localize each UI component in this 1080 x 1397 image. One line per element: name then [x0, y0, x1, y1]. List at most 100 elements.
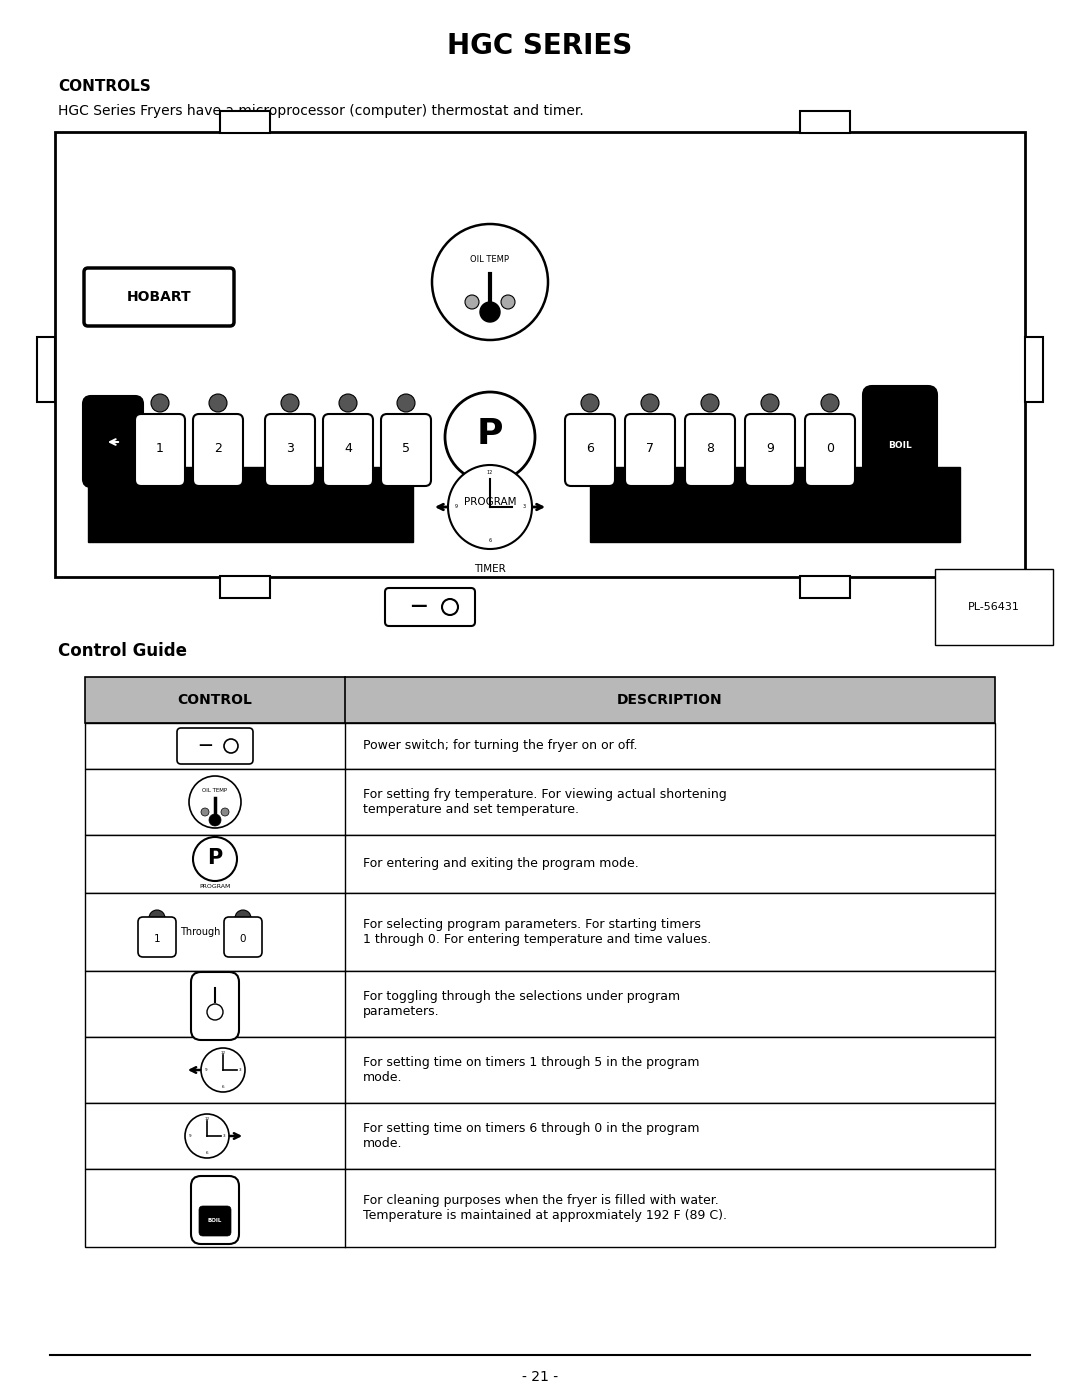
Text: P: P	[476, 416, 503, 451]
FancyBboxPatch shape	[83, 395, 143, 488]
Text: 1: 1	[153, 935, 160, 944]
Circle shape	[445, 393, 535, 482]
FancyBboxPatch shape	[84, 268, 234, 326]
Text: 3: 3	[239, 1067, 241, 1071]
Text: 12: 12	[487, 471, 494, 475]
Text: CONTROL: CONTROL	[177, 693, 253, 707]
FancyBboxPatch shape	[685, 414, 735, 486]
Circle shape	[185, 1113, 229, 1158]
Bar	[1025, 337, 1043, 402]
Text: Power switch; for turning the fryer on or off.: Power switch; for turning the fryer on o…	[363, 739, 637, 753]
Bar	[85, 724, 995, 768]
Circle shape	[221, 807, 229, 816]
Text: 1: 1	[157, 443, 164, 455]
FancyBboxPatch shape	[863, 386, 937, 488]
Text: 12: 12	[220, 1051, 226, 1055]
Text: BOIL: BOIL	[888, 440, 912, 450]
Circle shape	[581, 394, 599, 412]
FancyBboxPatch shape	[224, 916, 262, 957]
Circle shape	[210, 394, 227, 412]
Circle shape	[189, 775, 241, 828]
Circle shape	[193, 837, 237, 882]
Text: 8: 8	[706, 443, 714, 455]
Circle shape	[149, 909, 165, 926]
Circle shape	[201, 807, 210, 816]
FancyBboxPatch shape	[745, 414, 795, 486]
Text: For setting time on timers 6 through 0 in the program
mode.: For setting time on timers 6 through 0 i…	[363, 1122, 700, 1150]
FancyBboxPatch shape	[177, 728, 253, 764]
FancyBboxPatch shape	[138, 916, 176, 957]
Text: HOBART: HOBART	[126, 291, 191, 305]
Text: HGC Series Fryers have a microprocessor (computer) thermostat and timer.: HGC Series Fryers have a microprocessor …	[58, 103, 584, 117]
Text: - 21 -: - 21 -	[522, 1370, 558, 1384]
Circle shape	[442, 599, 458, 615]
Circle shape	[821, 394, 839, 412]
FancyBboxPatch shape	[381, 414, 431, 486]
Text: TIMER: TIMER	[474, 564, 505, 574]
Text: PROGRAM: PROGRAM	[463, 497, 516, 507]
Circle shape	[501, 295, 515, 309]
Text: 0: 0	[240, 935, 246, 944]
Bar	[85, 768, 995, 835]
Text: 6: 6	[221, 1085, 225, 1090]
FancyBboxPatch shape	[384, 588, 475, 626]
Bar	[220, 576, 270, 598]
Text: 6: 6	[205, 1151, 208, 1155]
Text: Through: Through	[179, 928, 220, 937]
Text: —: —	[409, 597, 427, 615]
Text: 9: 9	[455, 504, 458, 510]
Circle shape	[642, 394, 659, 412]
FancyBboxPatch shape	[265, 414, 315, 486]
Circle shape	[207, 1004, 222, 1020]
FancyBboxPatch shape	[625, 414, 675, 486]
Text: 6: 6	[488, 538, 491, 543]
Bar	[85, 1104, 995, 1169]
Circle shape	[448, 465, 532, 549]
Text: DESCRIPTION: DESCRIPTION	[617, 693, 723, 707]
Bar	[85, 893, 995, 971]
Bar	[220, 110, 270, 133]
Text: CONTROLS: CONTROLS	[58, 80, 151, 94]
Text: For selecting program parameters. For starting timers
1 through 0. For entering : For selecting program parameters. For st…	[363, 918, 712, 946]
Bar	[85, 1037, 995, 1104]
Text: 3: 3	[222, 1134, 226, 1139]
Circle shape	[432, 224, 548, 339]
FancyBboxPatch shape	[135, 414, 185, 486]
Text: PROGRAM: PROGRAM	[200, 883, 231, 888]
Bar	[87, 467, 413, 542]
Text: For entering and exiting the program mode.: For entering and exiting the program mod…	[363, 858, 638, 870]
Text: HGC SERIES: HGC SERIES	[447, 32, 633, 60]
Text: OIL TEMP: OIL TEMP	[471, 256, 510, 264]
Circle shape	[224, 739, 238, 753]
Text: —: —	[198, 738, 212, 752]
Text: 7: 7	[646, 443, 654, 455]
FancyBboxPatch shape	[199, 1206, 231, 1236]
Text: BOIL: BOIL	[207, 1218, 222, 1224]
Circle shape	[701, 394, 719, 412]
Text: 6: 6	[586, 443, 594, 455]
Bar	[85, 835, 995, 893]
Bar	[55, 131, 1025, 577]
Text: 3: 3	[286, 443, 294, 455]
Circle shape	[210, 814, 221, 826]
Text: Control Guide: Control Guide	[58, 643, 187, 659]
FancyBboxPatch shape	[323, 414, 373, 486]
FancyBboxPatch shape	[805, 414, 855, 486]
Text: 12: 12	[204, 1118, 210, 1120]
Bar	[800, 576, 850, 598]
Text: For setting fry temperature. For viewing actual shortening
temperature and set t: For setting fry temperature. For viewing…	[363, 788, 727, 816]
Circle shape	[761, 394, 779, 412]
Circle shape	[151, 394, 168, 412]
Text: 2: 2	[214, 443, 221, 455]
Circle shape	[281, 394, 299, 412]
Text: 0: 0	[826, 443, 834, 455]
Text: For cleaning purposes when the fryer is filled with water.
Temperature is mainta: For cleaning purposes when the fryer is …	[363, 1194, 727, 1222]
Text: For toggling through the selections under program
parameters.: For toggling through the selections unde…	[363, 990, 680, 1018]
Bar	[590, 467, 960, 542]
Bar	[37, 337, 55, 402]
Circle shape	[397, 394, 415, 412]
Text: OIL TEMP: OIL TEMP	[202, 788, 228, 792]
Text: P: P	[207, 848, 222, 868]
Text: For setting time on timers 1 through 5 in the program
mode.: For setting time on timers 1 through 5 i…	[363, 1056, 700, 1084]
Circle shape	[235, 909, 251, 926]
